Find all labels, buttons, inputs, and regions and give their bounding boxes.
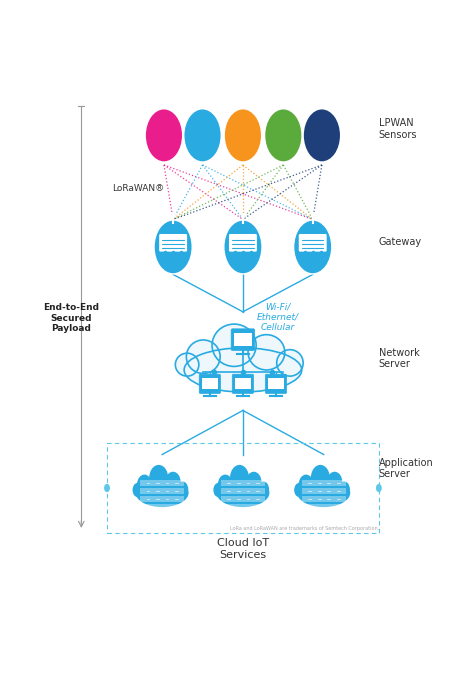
Circle shape (154, 220, 192, 274)
Text: LoRa and LoRaWAN are trademarks of Semtech Corporation.: LoRa and LoRaWAN are trademarks of Semte… (230, 526, 379, 531)
FancyBboxPatch shape (221, 488, 265, 494)
Text: LPWAN
Sensors: LPWAN Sensors (379, 119, 417, 140)
FancyBboxPatch shape (232, 374, 254, 394)
Circle shape (104, 484, 110, 492)
Circle shape (264, 109, 302, 162)
Ellipse shape (257, 481, 269, 497)
FancyBboxPatch shape (231, 329, 255, 350)
FancyBboxPatch shape (140, 488, 184, 494)
Bar (107, 443, 379, 533)
Ellipse shape (294, 483, 304, 497)
FancyBboxPatch shape (301, 481, 346, 486)
FancyBboxPatch shape (265, 374, 287, 394)
Ellipse shape (165, 472, 181, 493)
Ellipse shape (297, 479, 350, 507)
Circle shape (145, 109, 183, 162)
Text: End-to-End
Secured
Payload: End-to-End Secured Payload (43, 303, 99, 333)
Ellipse shape (137, 474, 152, 495)
Ellipse shape (311, 465, 330, 491)
FancyBboxPatch shape (140, 481, 184, 486)
Ellipse shape (212, 324, 256, 367)
Ellipse shape (299, 474, 313, 495)
Ellipse shape (246, 472, 262, 493)
Ellipse shape (184, 348, 301, 392)
FancyBboxPatch shape (229, 234, 257, 251)
Text: Cloud IoT
Services: Cloud IoT Services (217, 539, 269, 560)
FancyBboxPatch shape (140, 504, 184, 510)
Text: Wi-Fi/
Ethernet/
Cellular: Wi-Fi/ Ethernet/ Cellular (257, 302, 299, 332)
Ellipse shape (338, 481, 350, 497)
Text: LoRaWAN®: LoRaWAN® (112, 184, 164, 193)
Ellipse shape (218, 474, 233, 495)
Ellipse shape (149, 465, 168, 491)
Text: Network
Server: Network Server (379, 348, 419, 369)
Circle shape (376, 484, 382, 492)
Text: Application
Server: Application Server (379, 458, 434, 479)
FancyBboxPatch shape (221, 481, 265, 486)
FancyBboxPatch shape (234, 333, 252, 346)
Ellipse shape (217, 479, 269, 507)
Circle shape (303, 109, 341, 162)
FancyBboxPatch shape (199, 374, 220, 394)
Ellipse shape (327, 472, 342, 493)
Ellipse shape (175, 353, 199, 376)
FancyBboxPatch shape (299, 234, 327, 251)
FancyBboxPatch shape (159, 234, 187, 251)
Ellipse shape (136, 479, 189, 507)
Ellipse shape (213, 483, 224, 497)
FancyBboxPatch shape (268, 378, 284, 390)
FancyBboxPatch shape (235, 378, 251, 390)
Circle shape (183, 109, 222, 162)
Ellipse shape (248, 335, 285, 370)
FancyBboxPatch shape (221, 504, 265, 510)
FancyBboxPatch shape (301, 504, 346, 510)
Circle shape (293, 220, 332, 274)
Circle shape (224, 220, 262, 274)
Text: Gateway: Gateway (379, 237, 422, 247)
Ellipse shape (133, 483, 143, 497)
Ellipse shape (230, 465, 249, 491)
Ellipse shape (186, 340, 220, 373)
FancyBboxPatch shape (301, 488, 346, 494)
FancyBboxPatch shape (140, 496, 184, 502)
Ellipse shape (177, 481, 188, 497)
FancyBboxPatch shape (301, 496, 346, 502)
Ellipse shape (277, 350, 303, 376)
Circle shape (224, 109, 262, 162)
FancyBboxPatch shape (221, 496, 265, 502)
FancyBboxPatch shape (202, 378, 218, 390)
